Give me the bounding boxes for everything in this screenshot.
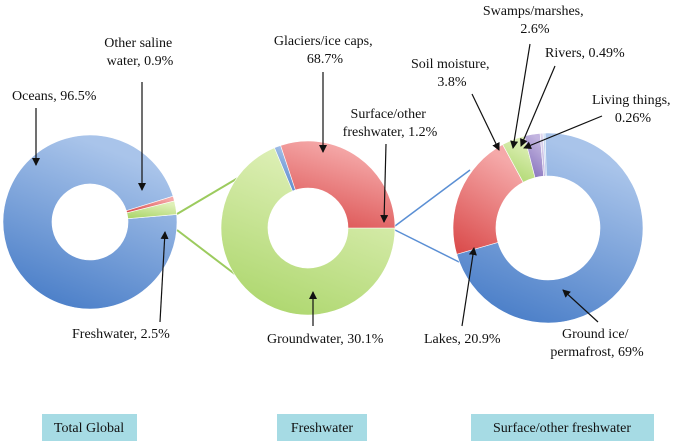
label-swamps-marshes: Swamps/marshes, 2.6%: [483, 4, 587, 37]
label-surface-other-freshwater-line: freshwater, 1.2%: [343, 125, 438, 140]
label-ground-ice-permafrost: Ground ice/ permafrost, 69%: [550, 327, 644, 360]
label-soil-moisture: Soil moisture, 3.8%: [411, 57, 493, 90]
donut-2-slice-0: [456, 132, 644, 324]
label-swamps-marshes-line: 2.6%: [520, 22, 550, 37]
label-surface-other-freshwater: Surface/other freshwater, 1.2%: [343, 107, 438, 140]
connector-lines: [176, 169, 471, 279]
label-groundwater: Groundwater, 30.1%: [267, 332, 384, 347]
label-living-things-line: 0.26%: [615, 111, 652, 126]
label-rivers: Rivers, 0.49%: [545, 46, 625, 61]
label-glaciers-line: 68.7%: [307, 52, 344, 67]
caption-surface-freshwater: Surface/other freshwater: [493, 421, 631, 436]
connector-line-top-left: [176, 174, 244, 215]
label-living-things: Living things, 0.26%: [592, 93, 674, 126]
donut-1-slice-0: [220, 147, 396, 316]
connector-line-bottom-right: [394, 229, 460, 263]
label-ground-ice-permafrost-line: Ground ice/: [562, 327, 629, 342]
label-surface-other-freshwater-line: Surface/other: [351, 107, 427, 122]
caption-total-global: Total Global: [54, 421, 124, 436]
caption-box-total-global: [42, 414, 137, 441]
connector-line-bottom-left: [176, 229, 241, 279]
caption-box-freshwater: [277, 414, 367, 441]
label-lakes: Lakes, 20.9%: [424, 332, 501, 347]
label-oceans: Oceans, 96.5%: [12, 89, 97, 104]
label-ground-ice-permafrost-line: permafrost, 69%: [550, 345, 644, 360]
arrow-soil-moisture: [471, 93, 500, 151]
donut-0-slice-0: [2, 134, 178, 310]
donut-freshwater: [220, 140, 396, 316]
label-glaciers-line: Glaciers/ice caps,: [274, 34, 373, 49]
label-living-things-line: Living things,: [592, 93, 671, 108]
label-swamps-marshes-line: Swamps/marshes,: [483, 4, 584, 19]
donut-2-slice-5: [542, 132, 547, 177]
caption-box-surface-freshwater: [471, 414, 654, 441]
donut-surface-freshwater: [452, 132, 644, 324]
arrow-surface-other: [380, 143, 389, 223]
connector-line-top-right: [394, 169, 471, 227]
label-other-saline-water-line: water, 0.9%: [107, 54, 174, 69]
label-freshwater: Freshwater, 2.5%: [72, 327, 170, 342]
arrow-swamps: [510, 43, 531, 149]
arrow-ground-ice: [562, 289, 599, 323]
donut-1-slice-2: [280, 140, 396, 229]
label-soil-moisture-line: 3.8%: [437, 75, 467, 90]
arrow-rivers: [520, 65, 556, 147]
donut-total-global: [2, 134, 178, 310]
label-soil-moisture-line: Soil moisture,: [411, 57, 490, 72]
leader-arrows: [32, 43, 603, 327]
label-other-saline-water: Other saline water, 0.9%: [104, 36, 176, 69]
arrow-freshwater: [159, 231, 169, 323]
donut-0-slice-2: [126, 200, 177, 220]
label-other-saline-water-line: Other saline: [104, 36, 172, 51]
arrow-living-things: [523, 115, 603, 150]
arrow-lakes: [461, 247, 477, 327]
caption-freshwater: Freshwater: [291, 421, 354, 436]
label-glaciers: Glaciers/ice caps, 68.7%: [274, 34, 376, 67]
